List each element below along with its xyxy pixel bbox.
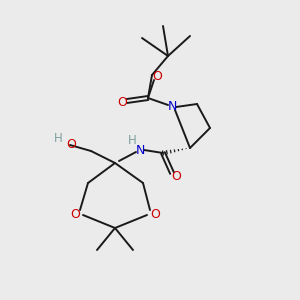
Text: O: O [70, 208, 80, 220]
Text: O: O [152, 70, 162, 83]
Text: H: H [54, 131, 62, 145]
Text: H: H [128, 134, 136, 148]
Text: O: O [171, 169, 181, 182]
Text: O: O [66, 137, 76, 151]
Text: O: O [150, 208, 160, 220]
Text: N: N [167, 100, 177, 113]
Text: N: N [135, 143, 145, 157]
Text: O: O [117, 95, 127, 109]
